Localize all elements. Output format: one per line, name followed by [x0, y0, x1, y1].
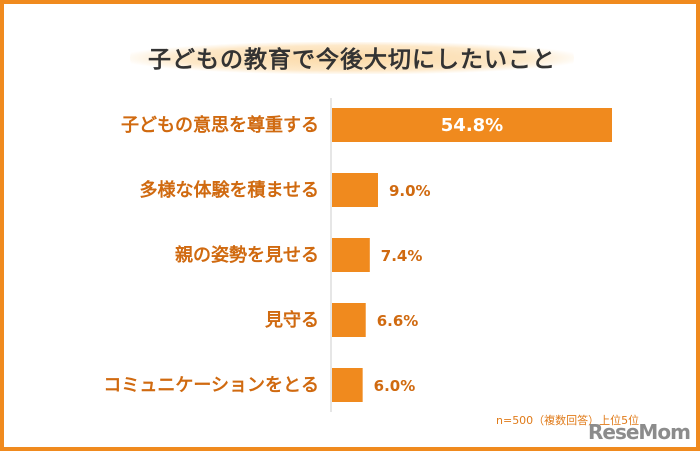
bar	[332, 368, 363, 402]
bar	[332, 303, 366, 337]
bar-value-label: 6.0%	[374, 377, 416, 395]
category-label: 見守る	[264, 309, 319, 331]
bar	[332, 238, 370, 272]
category-label: コミュニケーションをとる	[103, 375, 319, 396]
chart-title-wrap: 子どもの教育で今後大切にしたいこと	[130, 34, 574, 80]
bar-value-label: 9.0%	[389, 182, 431, 200]
category-label: 親の姿勢を見せる	[175, 244, 319, 266]
sample-note: n=500（複数回答）上位5位	[496, 414, 640, 427]
bar	[332, 108, 612, 142]
category-label: 子どもの意思を尊重する	[121, 114, 319, 136]
brand-logo: ReseMom	[588, 420, 691, 444]
bar	[332, 173, 378, 207]
bar-value-label: 7.4%	[381, 247, 423, 265]
bar-value-label: 6.6%	[377, 312, 419, 330]
chart-title: 子どもの教育で今後大切にしたいこと	[148, 47, 556, 73]
bar-value-label: 54.8%	[441, 115, 503, 136]
title-highlight	[130, 42, 574, 74]
category-label: 多様な体験を積ませる	[140, 179, 319, 201]
